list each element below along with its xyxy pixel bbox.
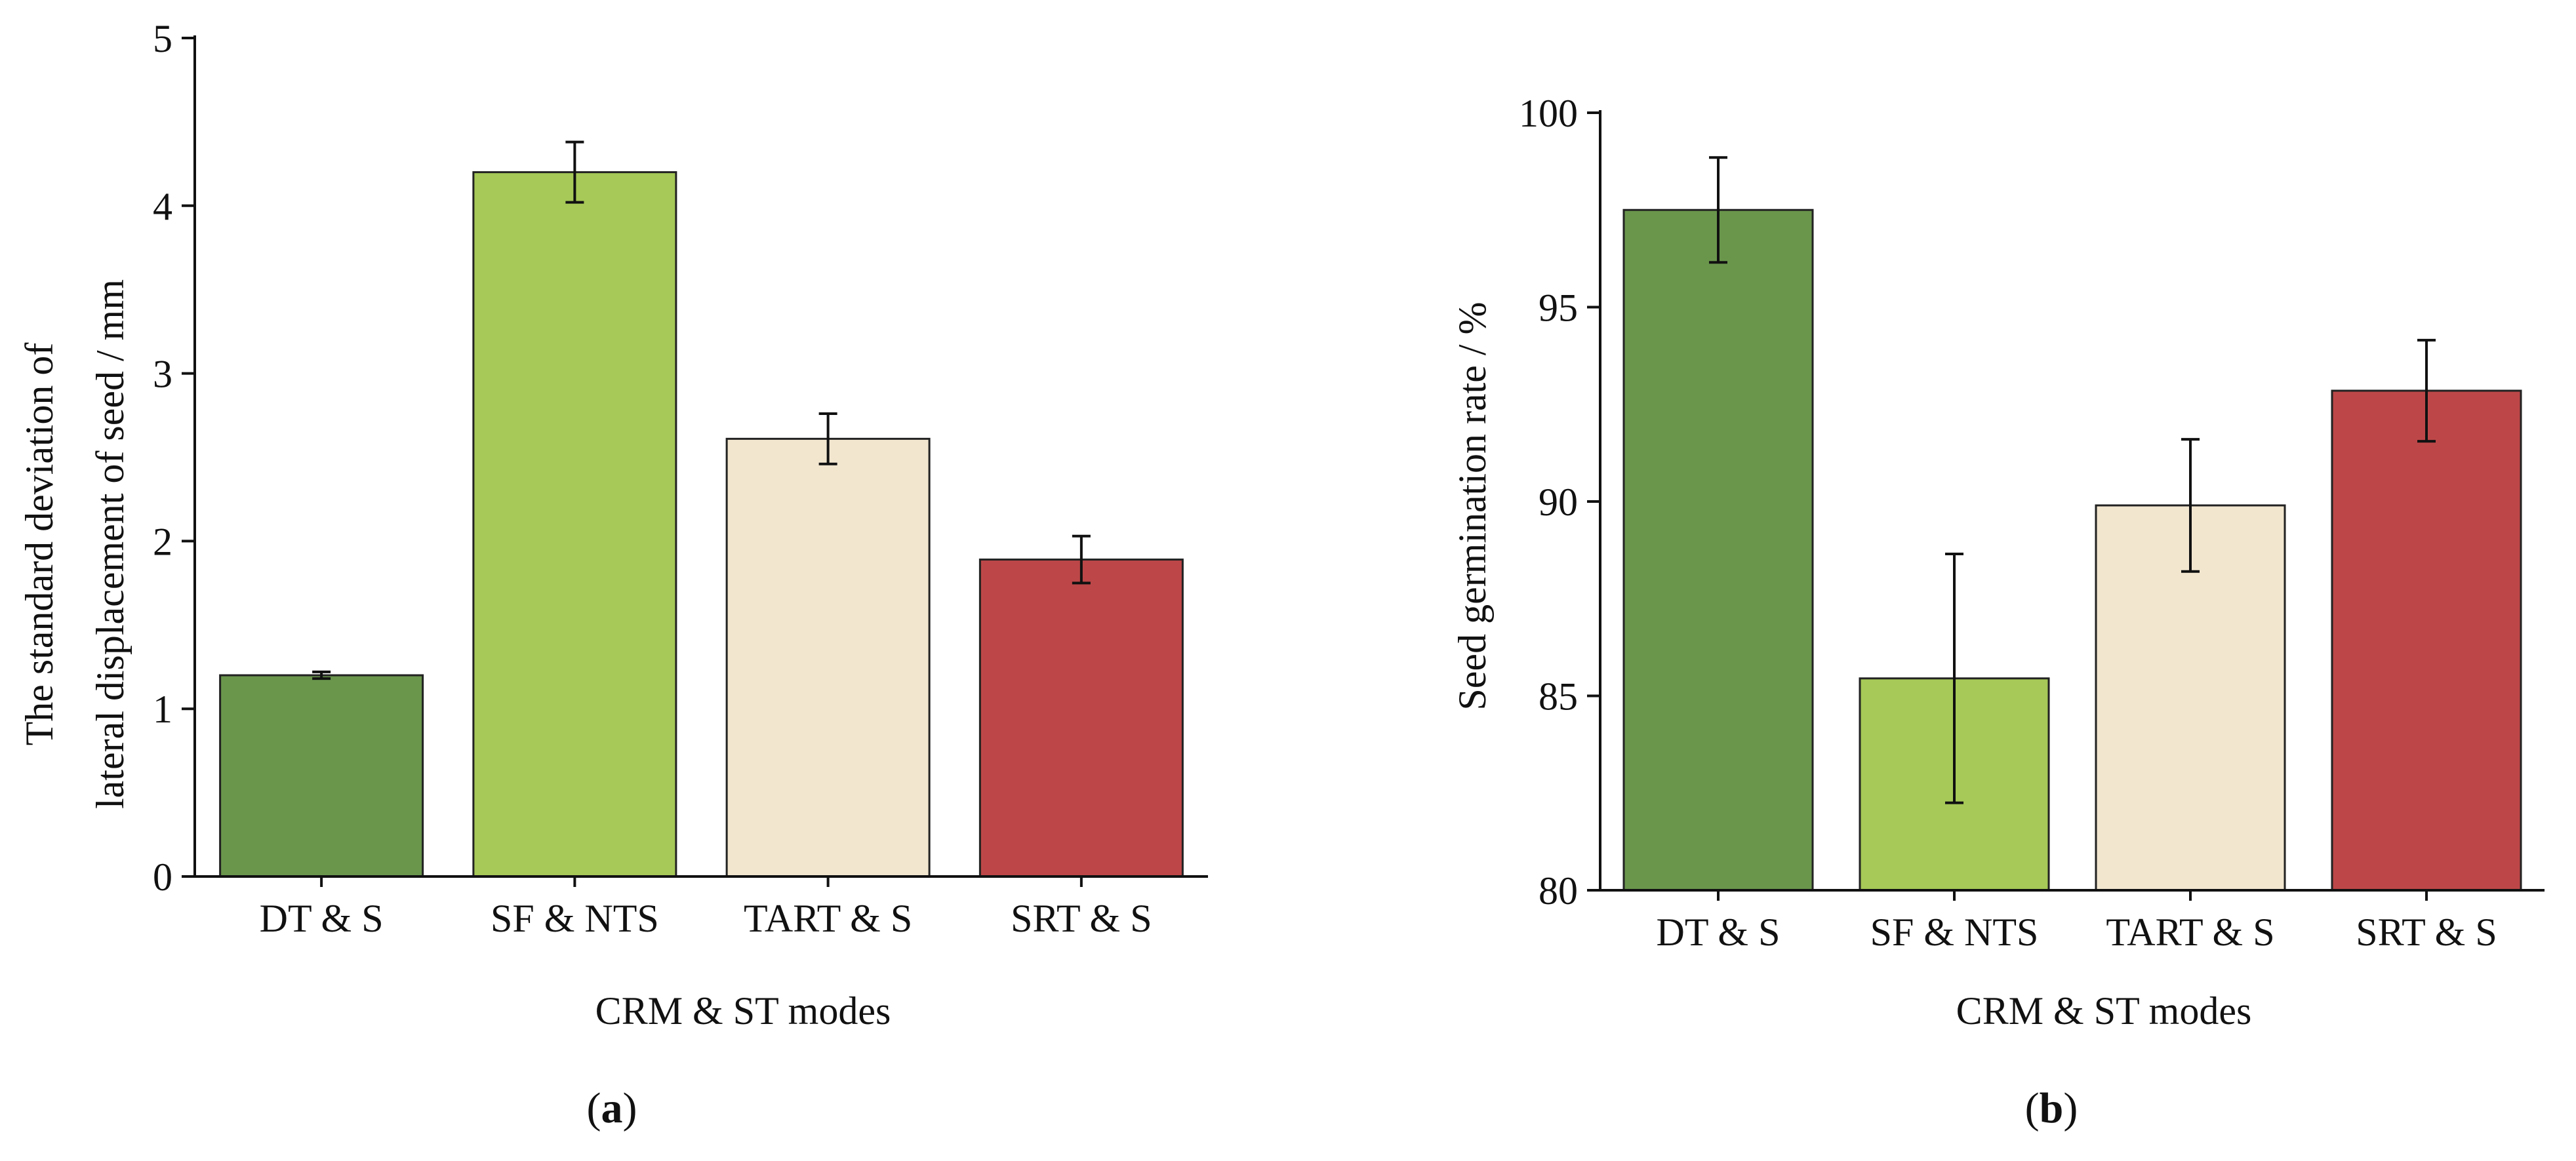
panel-b-error-bar-1 bbox=[1709, 156, 1727, 264]
panel-b-x-tick-label-1: DT & S bbox=[1657, 911, 1781, 954]
panel-b-error-bar-3 bbox=[2181, 438, 2200, 573]
panel-a-y-tick-label-2: 2 bbox=[153, 520, 172, 563]
panel-a-error-bar-1 bbox=[312, 670, 331, 680]
panel-b: Seed germination rate / % 80 85 90 95 100 DT … bbox=[1451, 92, 2545, 1132]
panel-a-y-tick-label-5: 5 bbox=[153, 17, 172, 60]
panel-b-bar-4 bbox=[2331, 389, 2522, 892]
panel-a-bar-2 bbox=[472, 171, 677, 878]
panel-b-plot-area: 80 85 90 95 100 DT & S SF & NTS TART & S SRT & S bbox=[1519, 92, 2545, 954]
panel-a-y-tick-label-3: 3 bbox=[153, 353, 172, 396]
panel-b-y-axis-title: Seed germination rate / % bbox=[1451, 302, 1494, 710]
panel-a-plot-area: 0 1 2 3 4 5 DT & S SF & NTS TART & S SRT & S bbox=[153, 17, 1208, 940]
panel-b-x-tick-label-4: SRT & S bbox=[2356, 911, 2497, 954]
panel-a-x-axis-title: CRM & ST modes bbox=[595, 989, 891, 1033]
panel-a-x-tick-label-4: SRT & S bbox=[1011, 897, 1152, 940]
panel-b-x-axis-title: CRM & ST modes bbox=[1956, 989, 2252, 1033]
panel-a-x-tick-label-3: TART & S bbox=[744, 897, 912, 940]
panel-b-label: (b) bbox=[2025, 1084, 2078, 1132]
panel-a-label-letter: a bbox=[601, 1084, 623, 1132]
panel-a-bar-3 bbox=[725, 437, 931, 878]
panel-a-error-bar-2 bbox=[565, 140, 584, 204]
panel-b-y-tick-label-85: 85 bbox=[1539, 675, 1578, 718]
svg-text:(b): (b) bbox=[2025, 1084, 2078, 1132]
panel-b-y-tick-label-95: 95 bbox=[1539, 286, 1578, 330]
panel-a-y-axis-title: The standard deviation of lateral displa… bbox=[18, 279, 132, 809]
panel-a-bar-1 bbox=[219, 674, 424, 878]
panel-b-label-letter: b bbox=[2040, 1084, 2064, 1132]
panel-b-y-tick-label-80: 80 bbox=[1539, 869, 1578, 913]
panel-b-y-axis-title-line-1: Seed germination rate / % bbox=[1451, 302, 1494, 710]
panel-b-x-tick-label-3: TART & S bbox=[2106, 911, 2274, 954]
panel-a-y-axis-title-line-2: lateral displacement of seed / mm bbox=[89, 279, 132, 809]
panel-a-label: (a) bbox=[587, 1084, 637, 1132]
panel-a-y-tick-label-4: 4 bbox=[153, 185, 172, 228]
panel-b-error-bar-4 bbox=[2417, 338, 2436, 443]
panel-b-x-tick-label-2: SF & NTS bbox=[1870, 911, 2039, 954]
panel-b-bar-1 bbox=[1622, 208, 1814, 892]
svg-text:(a): (a) bbox=[587, 1084, 637, 1132]
panel-a-x-tick-label-2: SF & NTS bbox=[491, 897, 659, 940]
panel-a-y-axis-title-line-1: The standard deviation of bbox=[18, 343, 61, 746]
panel-a-error-bar-3 bbox=[818, 412, 837, 465]
panel-a: The standard deviation of lateral displa… bbox=[18, 17, 1208, 1132]
panel-b-error-bar-2 bbox=[1945, 553, 1963, 804]
panel-a-bar-4 bbox=[978, 559, 1184, 878]
panel-b-y-tick-label-90: 90 bbox=[1539, 481, 1578, 524]
panel-a-y-tick-label-0: 0 bbox=[153, 856, 172, 899]
panel-b-y-tick-label-100: 100 bbox=[1519, 92, 1578, 135]
panel-a-x-tick-label-1: DT & S bbox=[260, 897, 384, 940]
panel-a-y-tick-label-1: 1 bbox=[153, 688, 172, 731]
panel-a-error-bar-4 bbox=[1072, 534, 1091, 585]
